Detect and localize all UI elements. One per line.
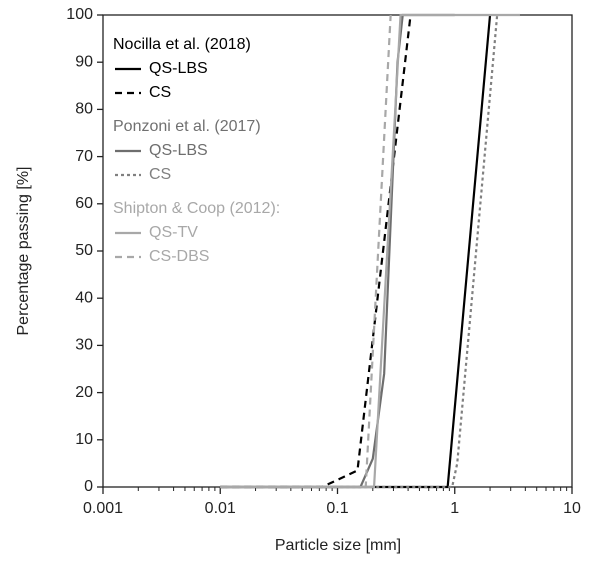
y-tick-label: 100 (66, 6, 93, 23)
legend-group-title: Ponzoni et al. (2017) (113, 118, 261, 135)
y-tick-label: 70 (75, 148, 93, 165)
legend-label: QS-TV (149, 224, 198, 241)
y-axis-label: Percentage passing [%] (15, 167, 32, 336)
y-tick-label: 0 (84, 478, 93, 495)
y-tick-label: 40 (75, 289, 93, 306)
data-line (220, 14, 412, 489)
x-tick-label: 1 (450, 500, 459, 517)
y-tick-label: 50 (75, 242, 93, 259)
data-line (220, 13, 455, 489)
x-axis-label: Particle size [mm] (275, 537, 401, 554)
y-tick-label: 90 (75, 53, 93, 70)
legend-label: QS-LBS (149, 142, 208, 159)
x-tick-label: 0.001 (83, 500, 123, 517)
legend-label: CS-DBS (149, 248, 209, 265)
y-tick-label: 60 (75, 195, 93, 212)
data-line (220, 14, 492, 489)
legend-label: CS (149, 84, 171, 101)
y-tick-label: 10 (75, 431, 93, 448)
y-tick-label: 20 (75, 384, 93, 401)
legend-group-title: Nocilla et al. (2018) (113, 36, 251, 53)
x-tick-label: 0.1 (326, 500, 348, 517)
data-line (220, 14, 392, 489)
y-tick-label: 30 (75, 337, 93, 354)
y-tick-label: 80 (75, 101, 93, 118)
legend-group-title: Shipton & Coop (2012): (113, 200, 280, 217)
data-line (220, 14, 499, 489)
legend-label: CS (149, 166, 171, 183)
x-tick-label: 10 (563, 500, 581, 517)
x-tick-label: 0.01 (205, 500, 236, 517)
legend-label: QS-LBS (149, 60, 208, 77)
